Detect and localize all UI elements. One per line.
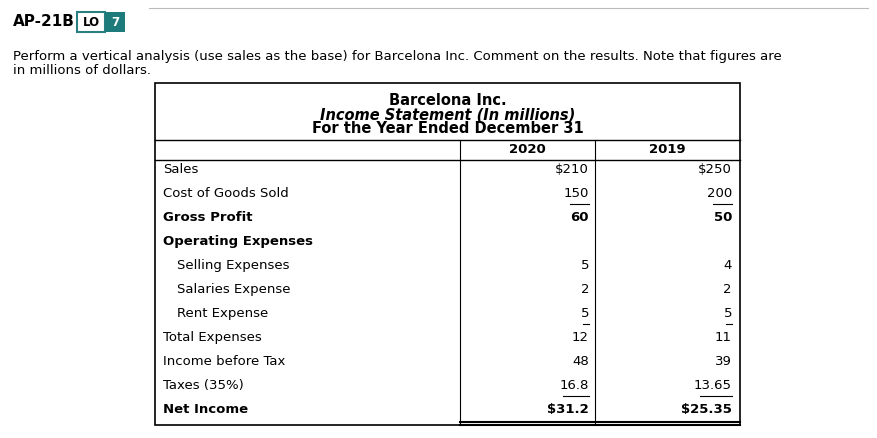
Text: Cost of Goods Sold: Cost of Goods Sold	[163, 187, 289, 200]
Text: 5: 5	[581, 307, 589, 320]
Text: 5: 5	[581, 259, 589, 272]
Text: 150: 150	[564, 187, 589, 200]
Text: For the Year Ended December 31: For the Year Ended December 31	[311, 121, 583, 136]
Text: Income Statement (In millions): Income Statement (In millions)	[320, 107, 575, 122]
Text: 5: 5	[724, 307, 732, 320]
Text: 48: 48	[573, 355, 589, 368]
Text: $210: $210	[555, 163, 589, 176]
Text: 50: 50	[714, 211, 732, 224]
Text: in millions of dollars.: in millions of dollars.	[13, 64, 151, 77]
Text: Operating Expenses: Operating Expenses	[163, 235, 313, 248]
Text: 200: 200	[707, 187, 732, 200]
Text: 11: 11	[715, 331, 732, 344]
Bar	[77, 12, 105, 32]
Text: 13.65: 13.65	[694, 379, 732, 392]
Text: Total Expenses: Total Expenses	[163, 331, 261, 344]
Text: Rent Expense: Rent Expense	[177, 307, 268, 320]
Bar	[105, 12, 125, 32]
Text: 39: 39	[715, 355, 732, 368]
Text: Income before Tax: Income before Tax	[163, 355, 285, 368]
Text: 2020: 2020	[510, 143, 545, 156]
Text: 2: 2	[724, 283, 732, 296]
Text: Perform a vertical analysis (use sales as the base) for Barcelona Inc. Comment o: Perform a vertical analysis (use sales a…	[13, 50, 781, 63]
Text: 2019: 2019	[649, 143, 686, 156]
Text: $250: $250	[698, 163, 732, 176]
Text: 4: 4	[724, 259, 732, 272]
Text: Salaries Expense: Salaries Expense	[177, 283, 290, 296]
Text: 7: 7	[111, 15, 119, 28]
Text: Net Income: Net Income	[163, 403, 248, 416]
Text: 16.8: 16.8	[560, 379, 589, 392]
Text: 60: 60	[571, 211, 589, 224]
Text: Barcelona Inc.: Barcelona Inc.	[389, 93, 506, 108]
Text: 12: 12	[572, 331, 589, 344]
Text: $31.2: $31.2	[547, 403, 589, 416]
Text: AP-21B: AP-21B	[13, 14, 75, 29]
Text: $25.35: $25.35	[681, 403, 732, 416]
Text: Sales: Sales	[163, 163, 198, 176]
Text: 2: 2	[581, 283, 589, 296]
Text: Selling Expenses: Selling Expenses	[177, 259, 289, 272]
Text: Taxes (35%): Taxes (35%)	[163, 379, 244, 392]
Bar	[155, 83, 740, 425]
Text: LO: LO	[82, 15, 100, 28]
Text: Gross Profit: Gross Profit	[163, 211, 253, 224]
